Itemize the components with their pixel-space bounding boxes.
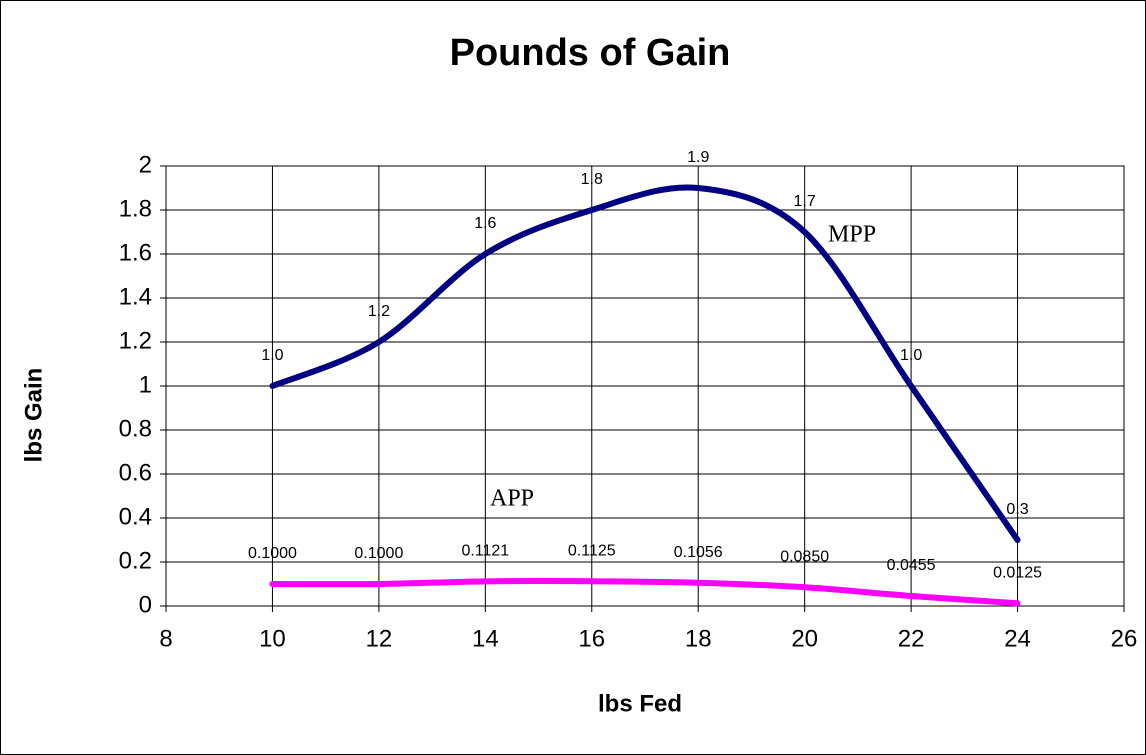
x-tick-label: 20 <box>791 625 818 652</box>
y-tick-label: 0 <box>139 591 152 618</box>
data-label: 0.3 <box>1006 501 1028 518</box>
data-label: 1.7 <box>794 193 816 210</box>
y-tick-label: 1.2 <box>119 327 152 354</box>
annotation: MPP <box>828 222 876 248</box>
x-tick-label: 14 <box>472 625 499 652</box>
x-tick-label: 26 <box>1111 625 1138 652</box>
annotation: APP <box>490 486 534 512</box>
data-label: 0.0850 <box>780 549 829 566</box>
data-label: 0.0455 <box>887 557 936 574</box>
y-tick-label: 2 <box>139 151 152 178</box>
y-tick-label: 1.6 <box>119 239 152 266</box>
data-label: 1.8 <box>581 171 603 188</box>
y-tick-label: 0.2 <box>119 547 152 574</box>
data-label: 1.0 <box>900 347 922 364</box>
y-tick-label: 0.6 <box>119 459 152 486</box>
data-label: 0.1121 <box>461 543 509 560</box>
y-tick-label: 0.8 <box>119 415 152 442</box>
series-line <box>269 578 1021 607</box>
x-tick-label: 12 <box>366 625 393 652</box>
data-label: 0.0125 <box>993 564 1042 581</box>
x-axis-label: lbs Fed <box>598 690 682 717</box>
y-tick-label: 1.4 <box>119 283 152 310</box>
data-label: 1.2 <box>368 303 390 320</box>
chart-title: Pounds of Gain <box>450 32 731 74</box>
x-tick-label: 18 <box>685 625 712 652</box>
y-tick-label: 1 <box>139 371 152 398</box>
y-axis-label: lbs Gain <box>20 368 47 463</box>
data-label: 1.0 <box>261 347 283 364</box>
x-tick-label: 24 <box>1004 625 1031 652</box>
plot-frame <box>165 165 1125 607</box>
y-tick-label: 1.8 <box>119 195 152 222</box>
series-line <box>269 184 1021 543</box>
x-tick-label: 22 <box>898 625 925 652</box>
x-tick-label: 16 <box>578 625 605 652</box>
data-label: 1.9 <box>687 149 709 166</box>
data-label: 0.1000 <box>354 545 403 562</box>
data-label: 0.1125 <box>568 542 616 559</box>
data-label: 0.1056 <box>674 544 723 561</box>
y-tick-label: 0.4 <box>119 503 152 530</box>
x-tick-label: 10 <box>259 625 286 652</box>
data-label: 0.1000 <box>248 545 297 562</box>
x-tick-label: 8 <box>159 625 172 652</box>
data-label: 1.6 <box>474 215 496 232</box>
